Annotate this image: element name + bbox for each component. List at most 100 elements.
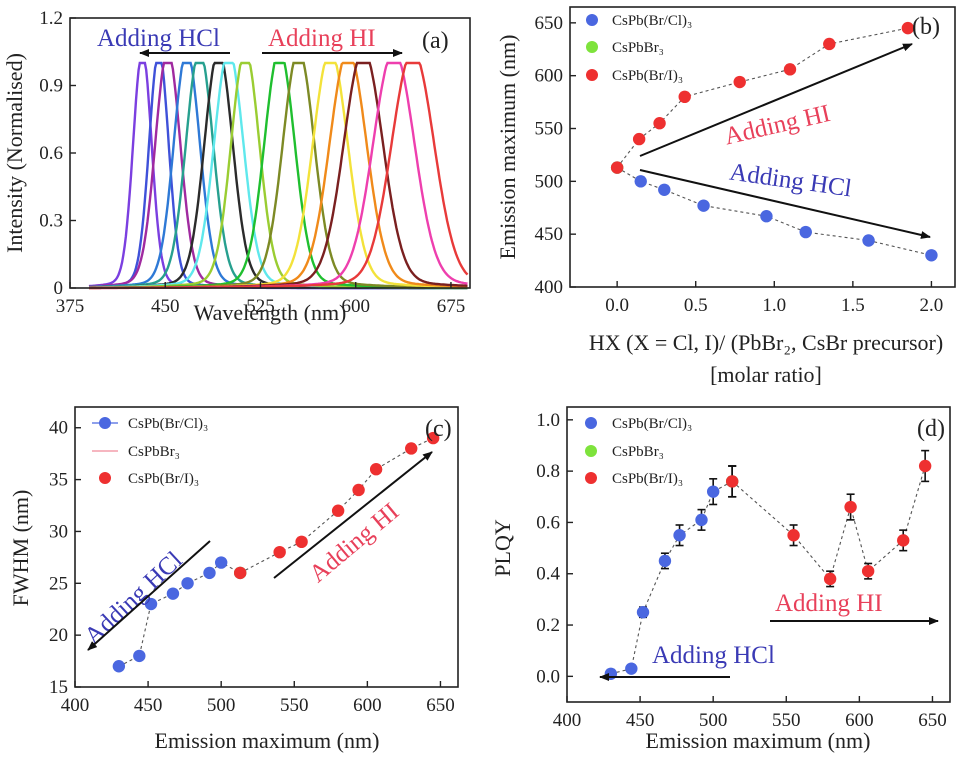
data-point	[706, 485, 720, 498]
data-point	[799, 225, 812, 239]
arrow-up	[639, 43, 913, 157]
legend-marker-cl	[585, 417, 597, 429]
x-tick-label: 500	[699, 710, 728, 731]
legend-marker-i	[585, 472, 597, 484]
x-tick-label: 1.0	[762, 295, 786, 316]
legend-label-i: CsPb(Br/I)₃	[612, 68, 683, 84]
y-tick-label: 15	[49, 677, 68, 698]
legend-marker-br	[585, 445, 597, 457]
axis-ticks: 375 450 525 600 675 0 0.3 0.6 0.9 1.2	[39, 8, 465, 317]
y-tick-label: 20	[49, 625, 68, 646]
y-tick-label: 0.4	[536, 564, 560, 585]
x-axis-title: Emission maximum (nm)	[646, 728, 871, 753]
data-point	[331, 504, 345, 517]
x-tick-label: 0.0	[605, 295, 629, 316]
annotation-adding-hi: Adding HI	[775, 590, 883, 617]
data-point	[862, 234, 875, 247]
data-point	[369, 463, 383, 476]
data-point	[733, 75, 746, 89]
y-tick-label: 0.9	[39, 76, 63, 97]
y-tick-label: 0.8	[536, 461, 560, 482]
data-point	[181, 577, 194, 590]
x-tick-label: 600	[353, 695, 382, 716]
data-point	[844, 500, 857, 514]
panel-label: (b)	[912, 14, 940, 40]
y-tick-label: 400	[535, 277, 564, 298]
y-axis-title: PLQY	[490, 519, 515, 577]
data-point	[653, 117, 666, 130]
y-tick-label: 35	[49, 470, 68, 491]
legend: CsPb(Br/Cl)₃ CsPbBr₃ CsPb(Br/I)₃	[92, 416, 208, 487]
arrow-up-right	[273, 451, 433, 579]
y-tick-label: 500	[535, 171, 564, 192]
series-connector	[731, 465, 926, 581]
data-point	[632, 132, 646, 146]
data-point	[610, 161, 624, 174]
data-points	[112, 431, 440, 673]
legend-label-i: CsPb(Br/I)₃	[128, 471, 199, 487]
y-tick-label: 0.0	[536, 666, 560, 687]
y-tick-label: 1.0	[536, 410, 560, 431]
x-tick-label: 650	[918, 710, 947, 731]
data-points	[610, 21, 938, 262]
data-point	[352, 483, 365, 497]
data-point	[634, 175, 647, 188]
emission-spectra-curves	[88, 61, 469, 290]
data-point	[823, 37, 836, 51]
series-connector	[118, 561, 241, 667]
x-tick-label: 550	[280, 695, 309, 716]
y-tick-label: 0.2	[536, 615, 560, 636]
y-tick-label: 650	[535, 13, 564, 34]
legend-marker-i	[586, 69, 598, 81]
data-point	[658, 554, 672, 568]
legend-label-i: CsPb(Br/I)₃	[612, 471, 683, 487]
y-tick-label: 25	[49, 573, 68, 594]
panel-label: (d)	[917, 416, 945, 442]
annotation-adding-hcl: Adding HCl	[97, 25, 220, 52]
legend-marker-i	[99, 472, 111, 484]
data-point	[233, 566, 247, 580]
series-connector	[616, 27, 909, 168]
x-tick-label: 550	[772, 710, 801, 731]
panel-d: 400 450 500 550 600 650 0.0 0.2 0.4 0.6 0.8 1.0 (d)…	[490, 406, 951, 753]
data-point	[604, 667, 618, 680]
x-tick-label: 450	[134, 695, 163, 716]
plot-frame	[69, 17, 471, 289]
data-point	[823, 572, 837, 586]
y-tick-label: 0.6	[536, 512, 560, 533]
data-point	[273, 545, 286, 559]
plot-frame	[569, 6, 956, 288]
data-point	[112, 660, 126, 673]
data-point	[636, 606, 650, 619]
data-point	[760, 210, 773, 223]
data-point	[901, 21, 915, 35]
data-points	[604, 449, 932, 680]
panel-c: 400 450 500 550 600 650 15 20 25 30 35 40 (c) Emiss…	[8, 406, 459, 753]
data-point	[787, 529, 800, 542]
legend-marker-cl	[586, 14, 598, 26]
data-point	[658, 183, 671, 196]
x-tick-label: 600	[341, 296, 370, 317]
x-axis-title: HX (X = Cl, I)/ (PbBr₂, CsBr precursor)	[589, 330, 943, 355]
data-point	[426, 431, 440, 445]
x-axis-title-line2: [molar ratio]	[710, 362, 822, 387]
panel-b: 0.0 0.5 1.0 1.5 2.0 400 450 500 550 600 650 (b) HX…	[495, 6, 956, 387]
y-axis-title: Emission maximum (nm)	[495, 35, 520, 260]
panel-label: (c)	[425, 416, 452, 442]
annotation-adding-hcl: Adding HCl	[652, 642, 775, 669]
x-tick-label: 500	[207, 695, 236, 716]
legend-marker-br	[586, 41, 598, 53]
plot-frame	[74, 406, 459, 688]
data-point	[166, 587, 180, 600]
axis-ticks: 400 450 500 550 600 650 15 20 25 30 35 40	[49, 418, 455, 716]
axis-ticks: 0.0 0.5 1.0 1.5 2.0 400 450 500 550 600 650	[535, 13, 944, 316]
y-tick-label: 450	[535, 224, 564, 245]
x-axis-title: Emission maximum (nm)	[155, 728, 380, 753]
y-axis-title: Intensity (Normalised)	[2, 53, 27, 253]
data-point	[203, 566, 216, 580]
annotation-adding-hi: Adding HI	[722, 100, 833, 151]
legend-label-cl: CsPb(Br/Cl)₃	[612, 13, 692, 29]
y-tick-label: 1.2	[39, 8, 63, 29]
data-point	[405, 442, 418, 455]
data-point	[678, 90, 691, 104]
